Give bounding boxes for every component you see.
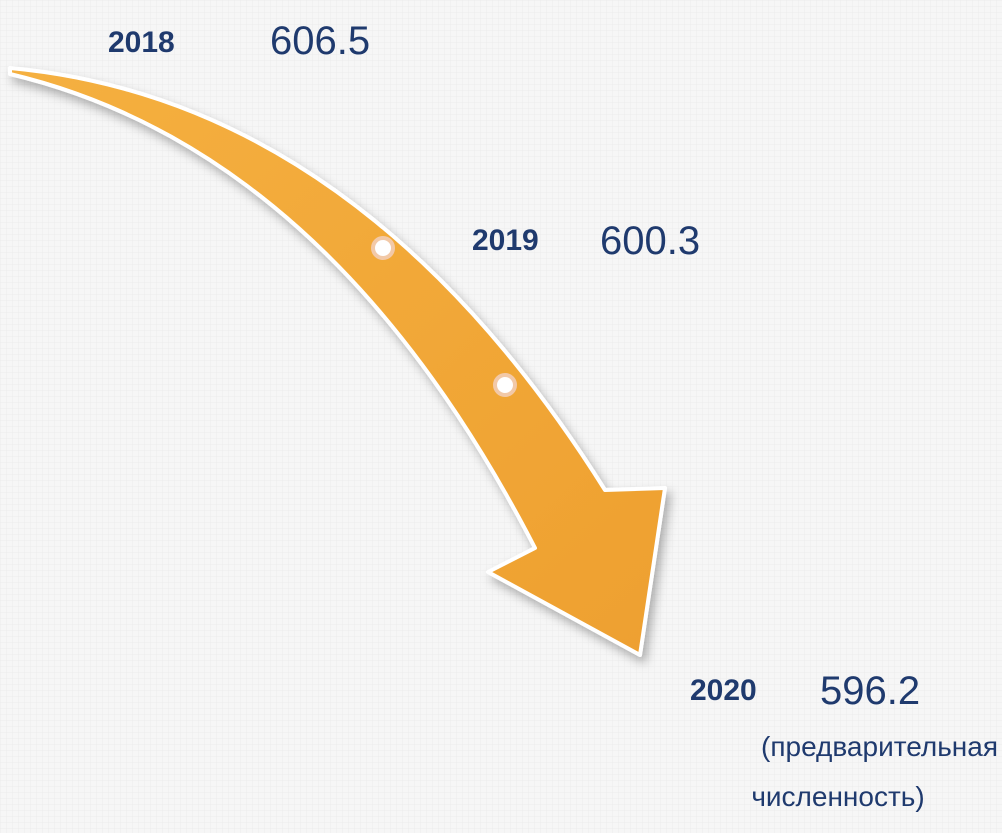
year: 2018 [108,26,175,59]
trend-arrow [8,66,667,657]
value: 606.5 [270,19,370,63]
note: (предварительная [761,731,998,762]
year: 2020 [690,674,757,707]
note: численность) [751,781,924,812]
value: 600.3 [600,219,700,263]
value: 596.2 [820,669,920,713]
dot [493,373,517,397]
dot [371,236,395,260]
year: 2019 [472,224,539,257]
